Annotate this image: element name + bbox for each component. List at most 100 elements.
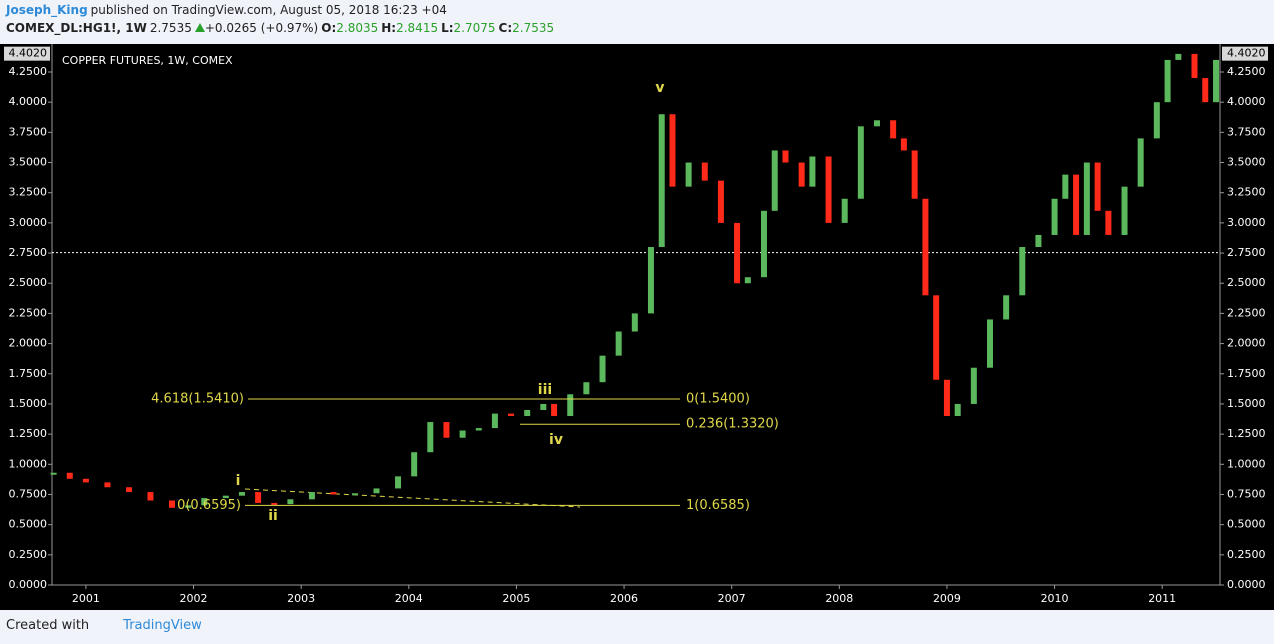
x-tick-label: 2004 [395, 592, 423, 605]
candle [169, 500, 176, 508]
candle [475, 428, 482, 431]
candle [798, 162, 805, 187]
candle [308, 492, 315, 500]
candle [201, 498, 208, 506]
high-label-box [4, 46, 50, 61]
y-tick-label: 1.7500 [9, 367, 48, 380]
y-tick-label: 3.2500 [9, 186, 48, 199]
ohlc-value: 2.8035 [336, 21, 379, 35]
candle [330, 492, 337, 495]
candle [986, 319, 993, 368]
y-tick-label: 3.0000 [1227, 216, 1266, 229]
y-tick-label: 2.0000 [1227, 337, 1266, 350]
candle [669, 114, 676, 187]
candle [771, 150, 778, 211]
left-axis-bg [0, 44, 52, 610]
x-tick-label: 2005 [502, 592, 530, 605]
candle [255, 492, 262, 503]
y-tick-label: 4.0000 [1227, 95, 1266, 108]
brand[interactable]: TradingView [123, 618, 202, 633]
ohlc-label: H: [381, 21, 397, 35]
y-tick-label: 0.7500 [1227, 487, 1266, 500]
candle [1035, 234, 1042, 248]
author[interactable]: Joseph_King [6, 3, 88, 17]
candle [1003, 295, 1010, 320]
candle [1094, 162, 1101, 211]
y-tick-label: 0.0000 [9, 578, 48, 591]
x-tick-label: 2001 [72, 592, 100, 605]
candle [147, 492, 154, 501]
candle [351, 493, 358, 496]
wave-label: v [655, 80, 664, 96]
ohlc-value: 2.7535 [512, 21, 555, 35]
y-tick-label: 2.7500 [9, 246, 48, 259]
y-tick-label: 0.2500 [9, 548, 48, 561]
y-tick-label: 4.2500 [9, 65, 48, 78]
x-tick-label: 2002 [180, 592, 208, 605]
x-tick-label: 2008 [825, 592, 853, 605]
x-tick-label: 2010 [1041, 592, 1069, 605]
y-tick-label: 1.5000 [1227, 397, 1266, 410]
candle [1121, 186, 1128, 235]
candle [1213, 59, 1220, 103]
candle [911, 150, 918, 199]
candle [82, 478, 89, 483]
y-tick-label: 1.7500 [1227, 367, 1266, 380]
y-tick-label: 2.2500 [1227, 306, 1266, 319]
candle [271, 502, 278, 505]
candle [760, 210, 767, 278]
candle [970, 367, 977, 404]
candle [933, 295, 940, 380]
published: published on TradingView.com, August 05,… [90, 3, 447, 17]
candle [841, 198, 848, 223]
y-tick-label: 1.2500 [1227, 427, 1266, 440]
candle [744, 277, 751, 284]
candle [890, 120, 897, 139]
candle [615, 331, 622, 356]
candle [1175, 53, 1182, 60]
candle [922, 198, 929, 296]
candle [701, 162, 708, 181]
high-label: 4.4020 [1227, 47, 1266, 60]
y-tick-label: 3.5000 [9, 156, 48, 169]
candle [782, 150, 789, 163]
y-tick-label: 1.0000 [9, 457, 48, 470]
header-line-2: COMEX_DL:HG1!, 1W 2.7535 +0.0265 (+0.97%) O… [6, 21, 560, 35]
symbol: COMEX_DL:HG1!, 1W [6, 21, 147, 35]
candle [734, 222, 741, 284]
last: 2.7535 [149, 21, 192, 35]
candle [857, 126, 864, 199]
candle [1191, 53, 1198, 79]
y-tick-label: 4.2500 [1227, 65, 1266, 78]
y-tick-label: 3.2500 [1227, 186, 1266, 199]
candle [459, 430, 466, 438]
candle [943, 379, 950, 417]
y-tick-label: 3.5000 [1227, 156, 1266, 169]
candle [491, 413, 498, 429]
candle [954, 403, 961, 417]
wave-label: iii [538, 382, 552, 398]
y-tick-label: 2.7500 [1227, 246, 1266, 259]
wave-label: ii [268, 508, 278, 524]
candle [1062, 174, 1069, 199]
y-tick-label: 0.7500 [9, 487, 48, 500]
wave-label: iv [549, 432, 563, 448]
candle [599, 355, 606, 383]
candle [443, 422, 450, 438]
fib-label: 1(0.6585) [686, 498, 750, 513]
candle [395, 476, 402, 489]
fib-label: 4.618(1.5410) [151, 391, 244, 406]
y-tick-label: 3.7500 [9, 125, 48, 138]
candle [717, 180, 724, 223]
candle [647, 247, 654, 314]
x-tick-label: 2007 [718, 592, 746, 605]
fib-label: 0(0.6595) [177, 498, 241, 513]
ohlc-value: 2.7075 [453, 21, 496, 35]
candle [809, 156, 816, 187]
y-tick-label: 0.0000 [1227, 578, 1266, 591]
x-tick-label: 2003 [287, 592, 315, 605]
candle [287, 499, 294, 505]
x-tick-label: 2011 [1148, 592, 1176, 605]
change: +0.0265 (+0.97%) [204, 21, 319, 35]
candle [411, 452, 418, 477]
